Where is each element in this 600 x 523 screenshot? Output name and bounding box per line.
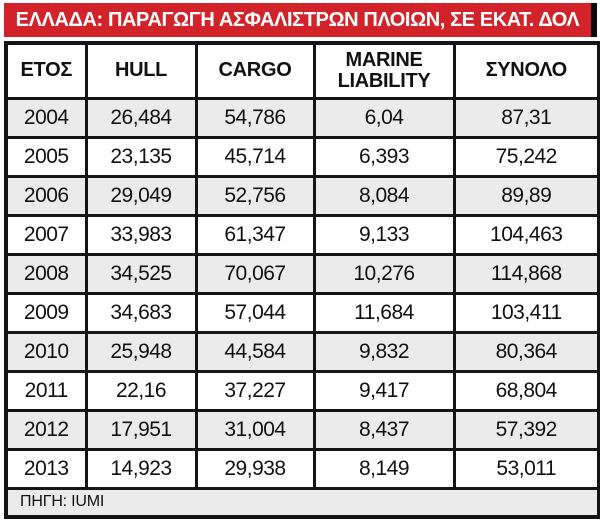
value-cell: 34,683 (84, 291, 198, 334)
value-cell: 9,832 (312, 330, 456, 373)
value-cell: 10,276 (312, 252, 456, 295)
value-cell: 6,04 (312, 96, 456, 139)
year-cell: 2011 (4, 369, 88, 412)
table-footer: ΠΗΓΗ: IUMI (4, 486, 600, 519)
insurance-premiums-table: ΕΤΟΣ HULL CARGO MARINE LIABILITY ΣΥΝΟΛΟ … (4, 41, 600, 519)
value-cell: 70,067 (194, 252, 316, 295)
value-cell: 8,437 (312, 408, 456, 451)
value-cell: 89,89 (452, 174, 600, 217)
value-cell: 33,983 (84, 213, 198, 256)
value-cell: 23,135 (84, 135, 198, 178)
value-cell: 44,584 (194, 330, 316, 373)
table-row: 2005 23,135 45,714 6,393 75,242 (4, 135, 600, 178)
table-row: 2011 22,16 37,227 9,417 68,804 (4, 369, 600, 412)
value-cell: 68,804 (452, 369, 600, 412)
year-cell: 2005 (4, 135, 88, 178)
value-cell: 45,714 (194, 135, 316, 178)
value-cell: 103,411 (452, 291, 600, 334)
value-cell: 57,044 (194, 291, 316, 334)
value-cell: 54,786 (194, 96, 316, 139)
year-cell: 2013 (4, 447, 88, 490)
value-cell: 61,347 (194, 213, 316, 256)
table-row: 2009 34,683 57,044 11,684 103,411 (4, 291, 600, 334)
value-cell: 9,133 (312, 213, 456, 256)
title-bar: ΕΛΛΑΔΑ: ΠΑΡΑΓΩΓΗ ΑΣΦΑΛΙΣΤΡΩΝ ΠΛΟΙΩΝ, ΣΕ … (4, 3, 597, 37)
column-header-marine-liability: MARINE LIABILITY (312, 41, 456, 100)
value-cell: 29,938 (194, 447, 316, 490)
year-cell: 2009 (4, 291, 88, 334)
value-cell: 114,868 (452, 252, 600, 295)
source-row: ΠΗΓΗ: IUMI (4, 486, 600, 519)
table-row: 2013 14,923 29,938 8,149 53,011 (4, 447, 600, 490)
year-cell: 2012 (4, 408, 88, 451)
table-row: 2004 26,484 54,786 6,04 87,31 (4, 96, 600, 139)
column-header-hull: HULL (84, 41, 198, 100)
table-row: 2007 33,983 61,347 9,133 104,463 (4, 213, 600, 256)
value-cell: 53,011 (452, 447, 600, 490)
value-cell: 11,684 (312, 291, 456, 334)
value-cell: 25,948 (84, 330, 198, 373)
table-header: ΕΤΟΣ HULL CARGO MARINE LIABILITY ΣΥΝΟΛΟ (4, 41, 600, 100)
source-note: ΠΗΓΗ: IUMI (4, 486, 600, 519)
column-header-synolo: ΣΥΝΟΛΟ (452, 41, 600, 100)
year-cell: 2004 (4, 96, 88, 139)
value-cell: 34,525 (84, 252, 198, 295)
value-cell: 52,756 (194, 174, 316, 217)
table-row: 2008 34,525 70,067 10,276 114,868 (4, 252, 600, 295)
value-cell: 14,923 (84, 447, 198, 490)
value-cell: 6,393 (312, 135, 456, 178)
value-cell: 17,951 (84, 408, 198, 451)
value-cell: 80,364 (452, 330, 600, 373)
value-cell: 75,242 (452, 135, 600, 178)
value-cell: 87,31 (452, 96, 600, 139)
value-cell: 37,227 (194, 369, 316, 412)
value-cell: 104,463 (452, 213, 600, 256)
year-cell: 2008 (4, 252, 88, 295)
value-cell: 8,149 (312, 447, 456, 490)
value-cell: 22,16 (84, 369, 198, 412)
value-cell: 8,084 (312, 174, 456, 217)
value-cell: 57,392 (452, 408, 600, 451)
value-cell: 26,484 (84, 96, 198, 139)
table-row: 2012 17,951 31,004 8,437 57,392 (4, 408, 600, 451)
year-cell: 2007 (4, 213, 88, 256)
column-header-cargo: CARGO (194, 41, 316, 100)
column-header-etos: ΕΤΟΣ (4, 41, 88, 100)
value-cell: 29,049 (84, 174, 198, 217)
year-cell: 2006 (4, 174, 88, 217)
year-cell: 2010 (4, 330, 88, 373)
value-cell: 9,417 (312, 369, 456, 412)
value-cell: 31,004 (194, 408, 316, 451)
table-body: 2004 26,484 54,786 6,04 87,31 2005 23,135 45,71… (4, 96, 600, 490)
header-row: ΕΤΟΣ HULL CARGO MARINE LIABILITY ΣΥΝΟΛΟ (4, 41, 600, 100)
table-row: 2010 25,948 44,584 9,832 80,364 (4, 330, 600, 373)
table-row: 2006 29,049 52,756 8,084 89,89 (4, 174, 600, 217)
page-title: ΕΛΛΑΔΑ: ΠΑΡΑΓΩΓΗ ΑΣΦΑΛΙΣΤΡΩΝ ΠΛΟΙΩΝ, ΣΕ … (15, 8, 580, 31)
